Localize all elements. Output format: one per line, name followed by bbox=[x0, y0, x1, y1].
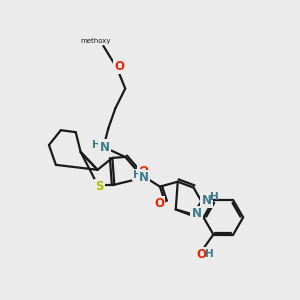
Text: N: N bbox=[202, 194, 212, 207]
Text: N: N bbox=[139, 171, 149, 184]
Text: H: H bbox=[133, 170, 142, 180]
Text: H: H bbox=[205, 249, 214, 259]
Text: methoxy: methoxy bbox=[80, 38, 111, 44]
Text: O: O bbox=[196, 248, 206, 261]
Text: N: N bbox=[99, 140, 110, 154]
Text: H: H bbox=[210, 192, 219, 202]
Text: H: H bbox=[92, 140, 101, 150]
Text: N: N bbox=[192, 207, 202, 220]
Text: O: O bbox=[154, 197, 164, 210]
Text: O: O bbox=[138, 165, 148, 178]
Text: O: O bbox=[114, 60, 124, 73]
Text: S: S bbox=[95, 180, 104, 193]
